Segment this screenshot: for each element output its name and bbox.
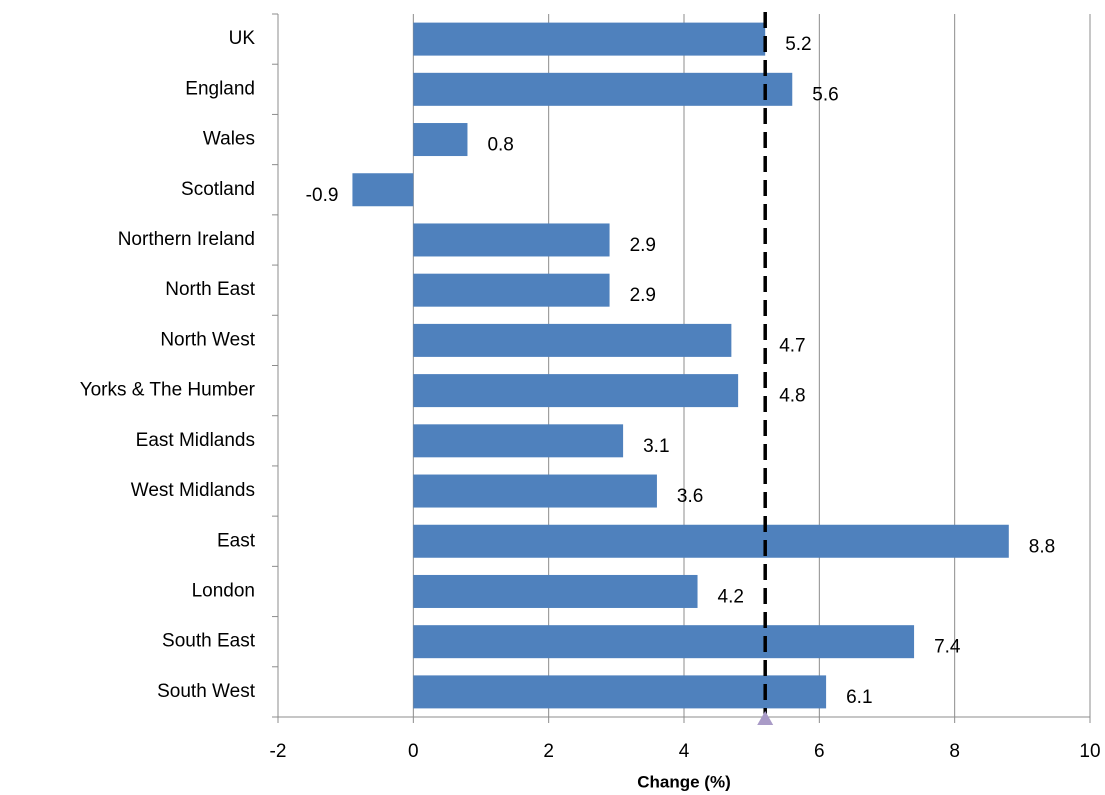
- value-label: 3.1: [643, 436, 669, 457]
- bar: [413, 574, 698, 608]
- value-label: 3.6: [677, 486, 703, 507]
- x-tick-label: -2: [270, 741, 287, 762]
- value-label: -0.9: [306, 185, 339, 206]
- bar: [413, 374, 739, 408]
- y-tick-label: Wales: [203, 129, 255, 150]
- bar: [413, 424, 624, 458]
- y-tick-label: South East: [162, 631, 256, 652]
- y-tick-label: London: [192, 580, 255, 601]
- y-tick-label: North West: [160, 329, 255, 350]
- y-tick-label: Scotland: [181, 179, 255, 200]
- value-label: 4.2: [718, 586, 744, 607]
- bar: [352, 173, 414, 207]
- bar: [413, 625, 915, 659]
- bar: [413, 474, 657, 508]
- y-tick-label: North East: [165, 279, 255, 300]
- y-tick-label: South West: [157, 681, 256, 702]
- value-label: 5.6: [812, 84, 838, 105]
- x-tick-label: 10: [1079, 741, 1100, 762]
- value-label: 2.9: [630, 285, 656, 306]
- x-tick-label: 8: [949, 741, 960, 762]
- y-tick-label: UK: [229, 28, 256, 49]
- value-label: 0.8: [487, 135, 513, 156]
- bar: [413, 524, 1009, 558]
- x-tick-label: 4: [679, 741, 690, 762]
- value-label: 5.2: [785, 34, 811, 55]
- x-tick-label: 0: [408, 741, 419, 762]
- bar: [413, 22, 766, 56]
- value-label: 6.1: [846, 687, 872, 708]
- bar: [413, 675, 827, 709]
- y-tick-label: East Midlands: [136, 430, 255, 451]
- y-tick-label: Yorks & The Humber: [80, 380, 256, 401]
- reference-marker: [757, 711, 774, 725]
- bar: [413, 72, 793, 106]
- value-label: 7.4: [934, 637, 961, 658]
- x-axis-label: Change (%): [637, 772, 731, 791]
- x-tick-label: 6: [814, 741, 825, 762]
- value-label: 4.7: [779, 335, 805, 356]
- value-label: 4.8: [779, 386, 805, 407]
- value-label: 2.9: [630, 235, 656, 256]
- y-tick-label: England: [185, 78, 255, 99]
- bar: [413, 323, 732, 357]
- x-tick-label: 2: [543, 741, 554, 762]
- bar: [413, 273, 610, 307]
- bar: [413, 123, 468, 157]
- value-label: 8.8: [1029, 536, 1055, 557]
- y-tick-label: West Midlands: [131, 480, 255, 501]
- y-tick-label: East: [217, 530, 256, 551]
- y-tick-label: Northern Ireland: [118, 229, 255, 250]
- bar: [413, 223, 610, 257]
